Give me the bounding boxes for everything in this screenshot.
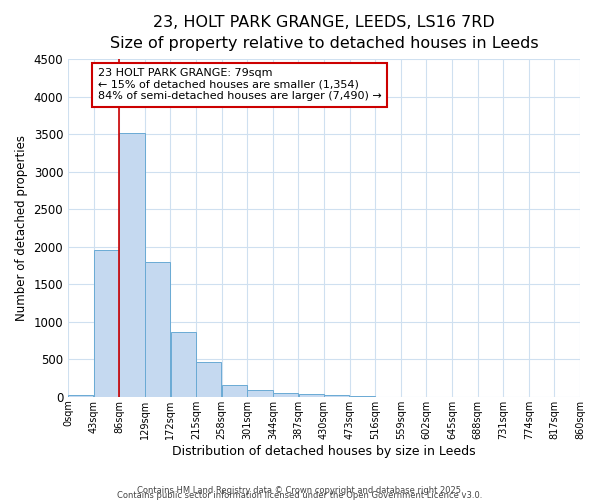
- Y-axis label: Number of detached properties: Number of detached properties: [15, 135, 28, 321]
- Bar: [68, 395, 94, 397]
- Bar: [273, 392, 298, 397]
- Bar: [222, 385, 247, 397]
- Bar: [94, 250, 119, 397]
- Text: 23 HOLT PARK GRANGE: 79sqm
← 15% of detached houses are smaller (1,354)
84% of s: 23 HOLT PARK GRANGE: 79sqm ← 15% of deta…: [98, 68, 382, 102]
- Bar: [145, 262, 170, 397]
- Text: Contains HM Land Registry data © Crown copyright and database right 2025.: Contains HM Land Registry data © Crown c…: [137, 486, 463, 495]
- Bar: [196, 362, 221, 397]
- X-axis label: Distribution of detached houses by size in Leeds: Distribution of detached houses by size …: [172, 444, 476, 458]
- Bar: [299, 394, 324, 397]
- Bar: [170, 332, 196, 397]
- Bar: [247, 390, 272, 397]
- Bar: [119, 132, 145, 397]
- Bar: [324, 396, 349, 397]
- Text: Contains public sector information licensed under the Open Government Licence v3: Contains public sector information licen…: [118, 491, 482, 500]
- Title: 23, HOLT PARK GRANGE, LEEDS, LS16 7RD
Size of property relative to detached hous: 23, HOLT PARK GRANGE, LEEDS, LS16 7RD Si…: [110, 15, 538, 51]
